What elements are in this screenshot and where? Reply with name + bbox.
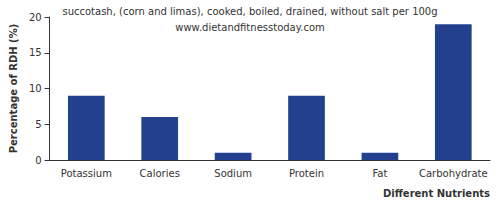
svg-text:Calories: Calories bbox=[140, 168, 180, 179]
svg-text:Percentage of RDH (%): Percentage of RDH (%) bbox=[8, 24, 19, 154]
svg-text:15: 15 bbox=[29, 47, 42, 58]
svg-text:Protein: Protein bbox=[289, 168, 324, 179]
svg-text:5: 5 bbox=[35, 119, 41, 130]
svg-text:www.dietandfitnesstoday.com: www.dietandfitnesstoday.com bbox=[175, 22, 324, 33]
svg-text:10: 10 bbox=[29, 83, 42, 94]
svg-text:Potassium: Potassium bbox=[61, 168, 112, 179]
svg-text:Different Nutrients: Different Nutrients bbox=[383, 188, 490, 199]
svg-text:succotash, (corn and limas), c: succotash, (corn and limas), cooked, boi… bbox=[62, 6, 437, 17]
svg-text:Carbohydrate: Carbohydrate bbox=[419, 168, 488, 179]
svg-text:Fat: Fat bbox=[372, 168, 387, 179]
svg-text:20: 20 bbox=[29, 12, 42, 23]
svg-text:0: 0 bbox=[35, 155, 41, 166]
svg-text:Sodium: Sodium bbox=[214, 168, 252, 179]
